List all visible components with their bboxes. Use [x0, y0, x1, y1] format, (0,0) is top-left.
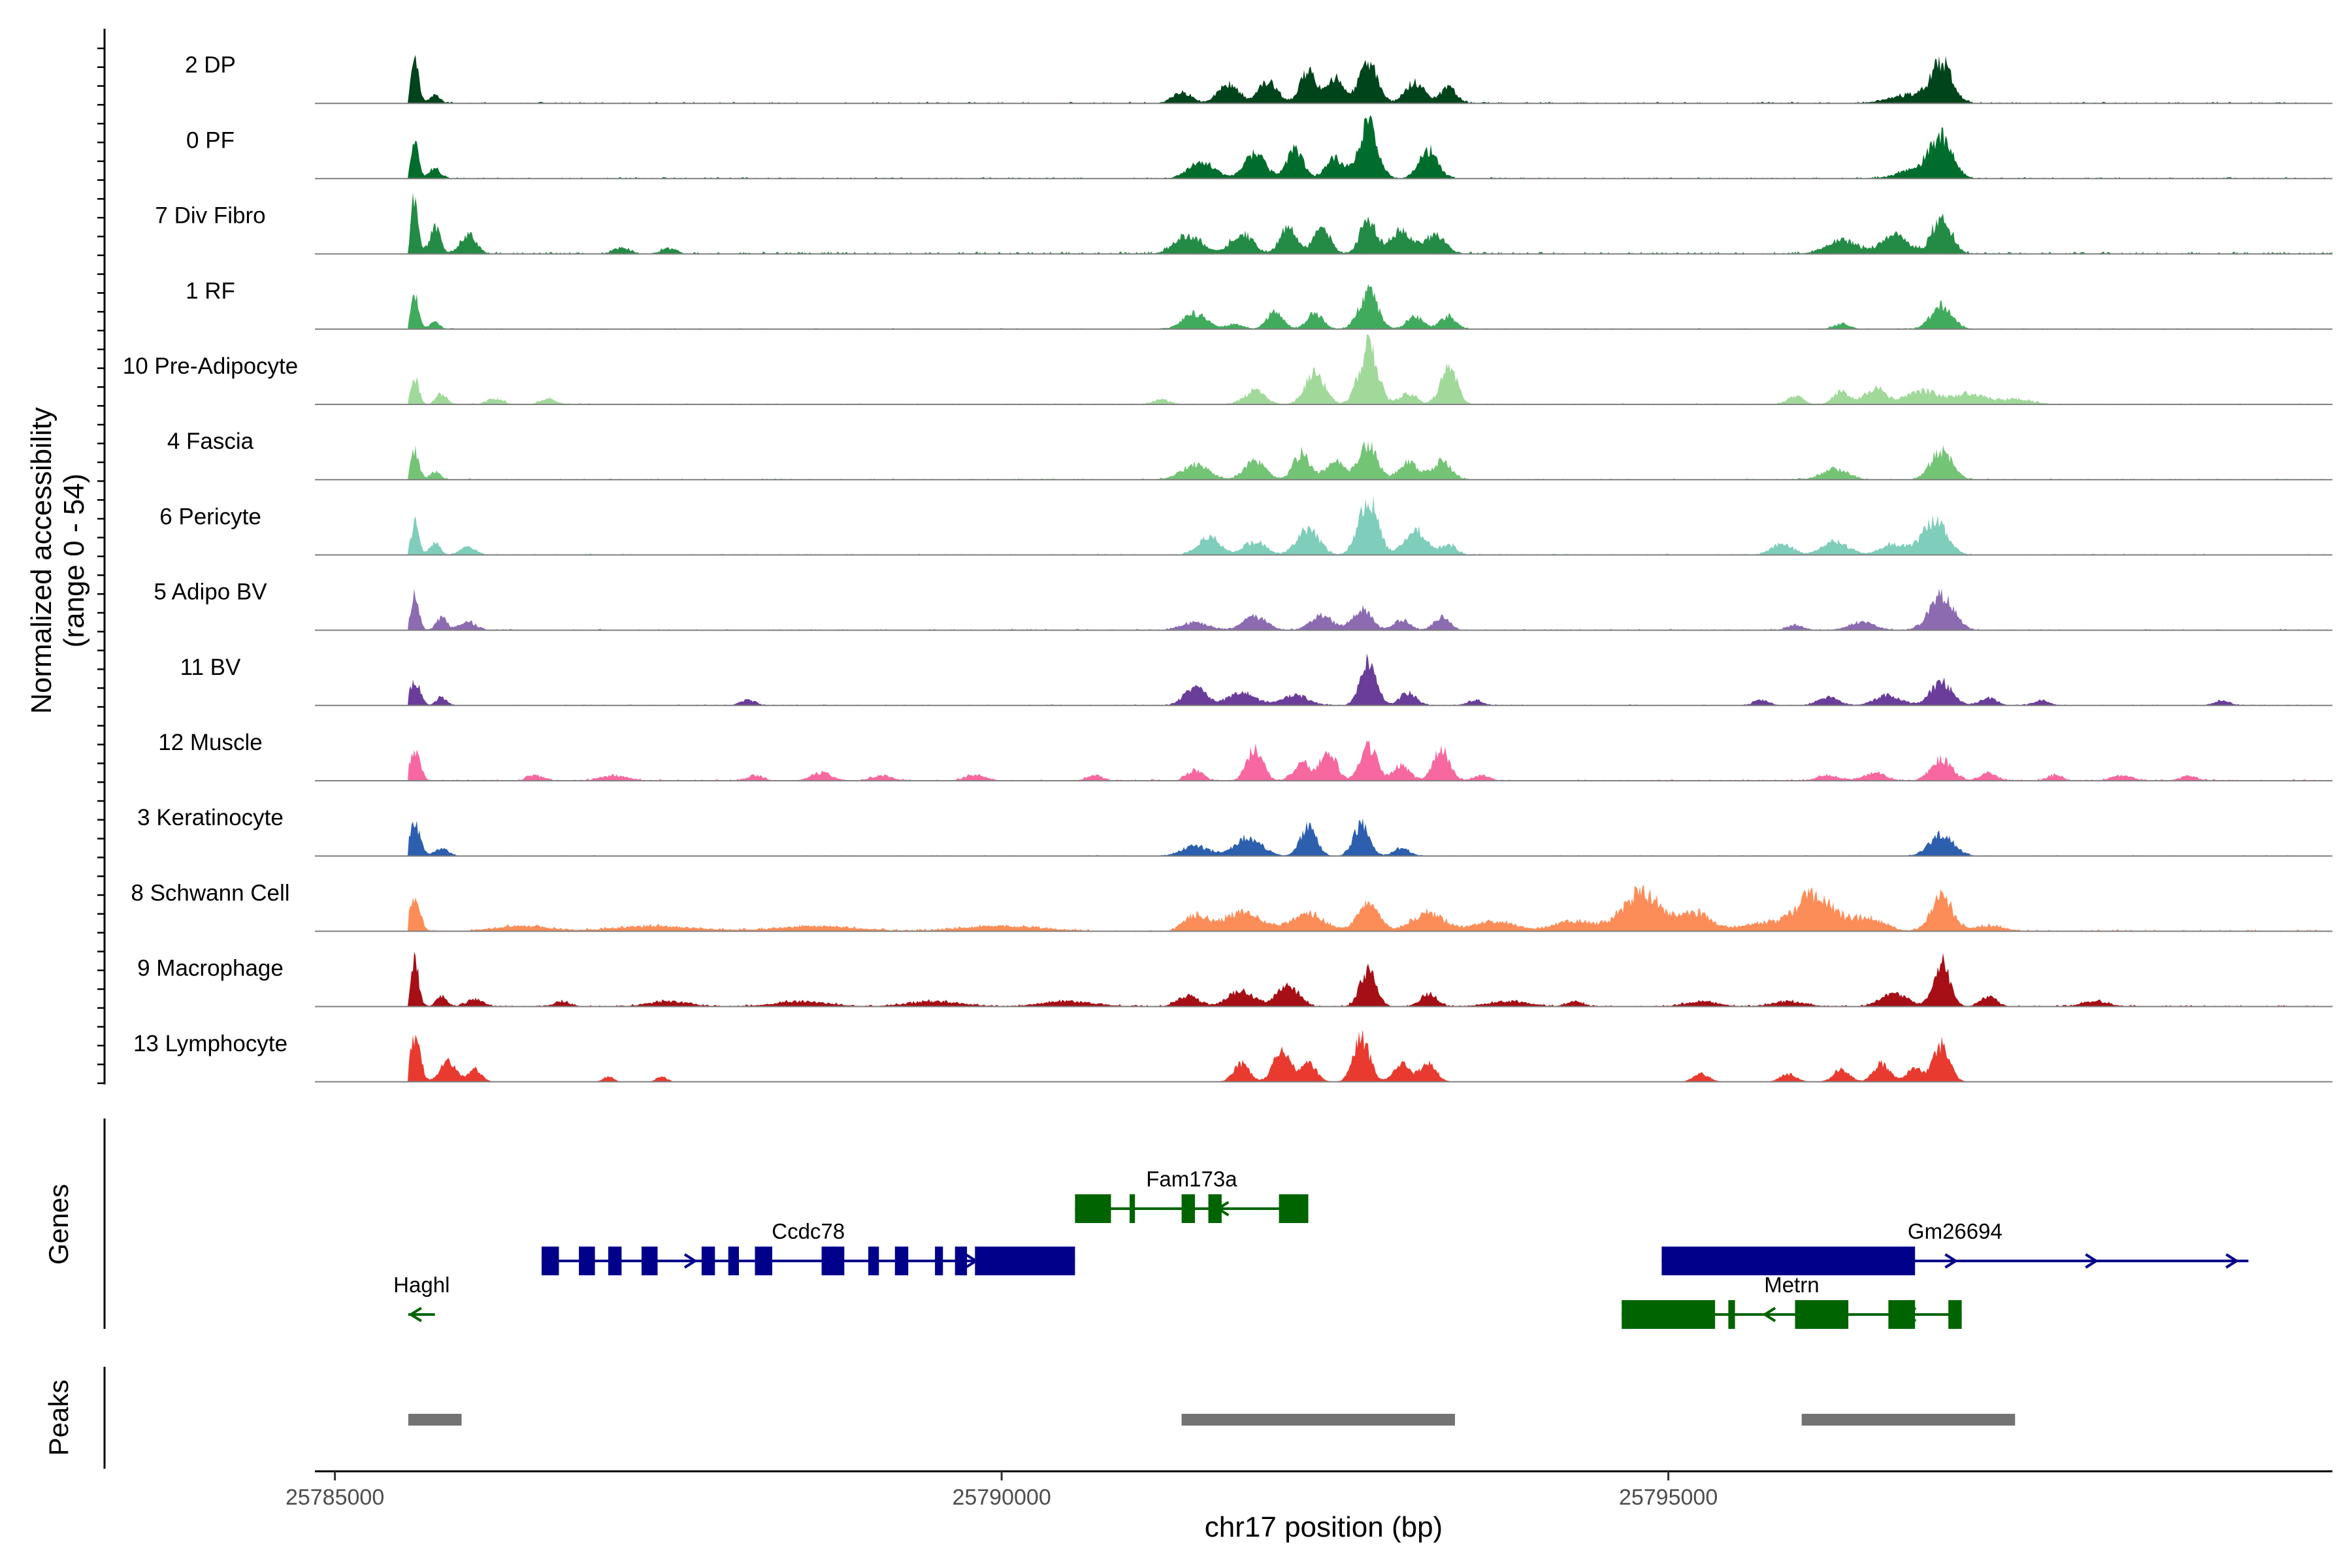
gene-exon-Ccdc78 — [542, 1247, 559, 1275]
gene-exon-Fam173a — [1279, 1194, 1309, 1223]
gene-strand-arrow — [2225, 1253, 2240, 1269]
genes-panel: Ccdc78 Fam173a Haghl Gm26694 Metrn — [393, 1167, 2249, 1329]
peaks-panel — [408, 1414, 2016, 1426]
gene-exon-Ccdc78 — [755, 1247, 772, 1275]
coverage-area-track-13 — [315, 1029, 2332, 1082]
gene-exon-Ccdc78 — [975, 1247, 1075, 1275]
y-axis — [97, 29, 106, 1085]
gene-exon-Fam173a — [1208, 1194, 1222, 1223]
coverage-area-track-8 — [315, 653, 2332, 706]
coverage-area-track-10 — [315, 818, 2332, 857]
peak-bar-0 — [408, 1414, 462, 1426]
coverage-area-track-0 — [315, 55, 2332, 104]
gene-strand-arrow — [1944, 1253, 1959, 1269]
coverage-area-track-2 — [315, 192, 2332, 254]
gene-exon-Ccdc78 — [935, 1247, 943, 1275]
gene-strand-arrow — [2085, 1253, 2099, 1269]
gene-strand-arrow — [408, 1307, 422, 1322]
gene-label-Haghl: Haghl — [393, 1273, 449, 1297]
coverage-tracks: 2 DP 0 PF 7 Div Fibro 1 RF 10 Pre-Adipocyte 4… — [123, 52, 2332, 1083]
coverage-area-track-6 — [315, 495, 2332, 555]
coverage-area-track-11 — [315, 885, 2332, 932]
gene-exon-Gm26694 — [1661, 1247, 1916, 1275]
track-label-10: 3 Keratinocyte — [137, 805, 284, 830]
track-label-7: 5 Adipo BV — [154, 580, 267, 605]
y-axis-range-label: (range 0 - 54) — [58, 474, 90, 648]
gene-exon-Metrn — [1888, 1300, 1916, 1329]
track-label-2: 7 Div Fibro — [155, 203, 265, 229]
coverage-area-track-4 — [315, 334, 2332, 404]
gene-label-Fam173a: Fam173a — [1146, 1167, 1237, 1191]
coverage-area-track-3 — [315, 284, 2332, 329]
gene-label-Ccdc78: Ccdc78 — [772, 1219, 845, 1243]
gene-exon-Metrn — [1622, 1300, 1716, 1329]
gene-exon-Fam173a — [1181, 1194, 1195, 1223]
gene-exon-Ccdc78 — [868, 1247, 879, 1275]
genes-panel-label: Genes — [43, 1184, 74, 1265]
track-label-3: 1 RF — [186, 278, 235, 304]
gene-exon-Fam173a — [1130, 1194, 1135, 1223]
track-label-8: 11 BV — [180, 655, 241, 680]
gene-exon-Ccdc78 — [955, 1247, 968, 1275]
gene-label-Metrn: Metrn — [1764, 1273, 1819, 1297]
peak-bar-1 — [1181, 1414, 1455, 1426]
y-axis-title: Normalized accessibility — [25, 407, 57, 713]
coverage-area-track-5 — [315, 441, 2332, 480]
track-label-13: 13 Lymphocyte — [133, 1031, 287, 1056]
gene-strand-arrow — [1762, 1307, 1776, 1322]
track-label-5: 4 Fascia — [167, 429, 254, 454]
track-label-12: 9 Macrophage — [137, 956, 284, 981]
coverage-area-track-7 — [315, 588, 2332, 630]
x-tick-label: 25790000 — [952, 1485, 1051, 1510]
gene-label-Gm26694: Gm26694 — [1908, 1219, 2002, 1243]
track-label-11: 8 Schwann Cell — [131, 880, 289, 906]
gene-exon-Ccdc78 — [894, 1247, 909, 1275]
track-label-0: 2 DP — [185, 52, 236, 78]
peak-bar-2 — [1801, 1414, 2016, 1426]
x-tick-label: 25785000 — [286, 1485, 384, 1510]
coverage-area-track-9 — [315, 740, 2332, 781]
gene-exon-Ccdc78 — [728, 1247, 739, 1275]
gene-exon-Metrn — [1948, 1300, 1962, 1329]
coverage-area-track-12 — [315, 951, 2332, 1007]
gene-exon-Ccdc78 — [608, 1247, 622, 1275]
gene-exon-Ccdc78 — [642, 1247, 658, 1275]
track-label-1: 0 PF — [186, 127, 235, 153]
coverage-area-track-1 — [315, 115, 2332, 179]
track-label-4: 10 Pre-Adipocyte — [123, 353, 298, 379]
peaks-panel-label: Peaks — [43, 1380, 74, 1456]
track-label-9: 12 Muscle — [158, 730, 263, 755]
x-tick-label: 25795000 — [1619, 1485, 1718, 1510]
gene-strand-arrow — [683, 1253, 698, 1269]
x-axis: 25785000 25790000 25795000 — [286, 1470, 2332, 1510]
gene-exon-Ccdc78 — [579, 1247, 595, 1275]
track-label-6: 6 Pericyte — [159, 504, 261, 529]
gene-exon-Ccdc78 — [701, 1247, 715, 1275]
gene-exon-Fam173a — [1075, 1194, 1111, 1223]
gene-exon-Metrn — [1728, 1300, 1735, 1329]
gene-exon-Metrn — [1795, 1300, 1849, 1329]
gene-exon-Ccdc78 — [821, 1247, 845, 1275]
x-axis-title: chr17 position (bp) — [1205, 1511, 1443, 1543]
